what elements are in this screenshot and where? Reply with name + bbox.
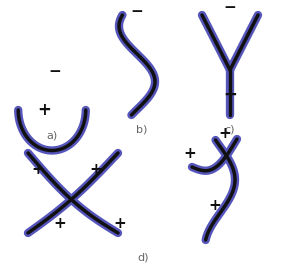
Text: −: − bbox=[49, 64, 61, 79]
Text: c): c) bbox=[225, 125, 235, 135]
Text: −: − bbox=[131, 5, 143, 19]
Text: d): d) bbox=[137, 253, 149, 263]
Text: +: + bbox=[90, 162, 102, 178]
Text: +: + bbox=[37, 101, 51, 119]
Text: +: + bbox=[32, 162, 44, 178]
Text: +: + bbox=[208, 197, 221, 213]
Text: −: − bbox=[224, 1, 236, 16]
Text: b): b) bbox=[136, 125, 148, 135]
Text: +: + bbox=[184, 146, 196, 161]
Text: +: + bbox=[219, 126, 231, 140]
Text: +: + bbox=[114, 215, 126, 231]
Text: a): a) bbox=[46, 130, 57, 140]
Text: +: + bbox=[54, 215, 66, 231]
Text: +: + bbox=[223, 86, 237, 104]
